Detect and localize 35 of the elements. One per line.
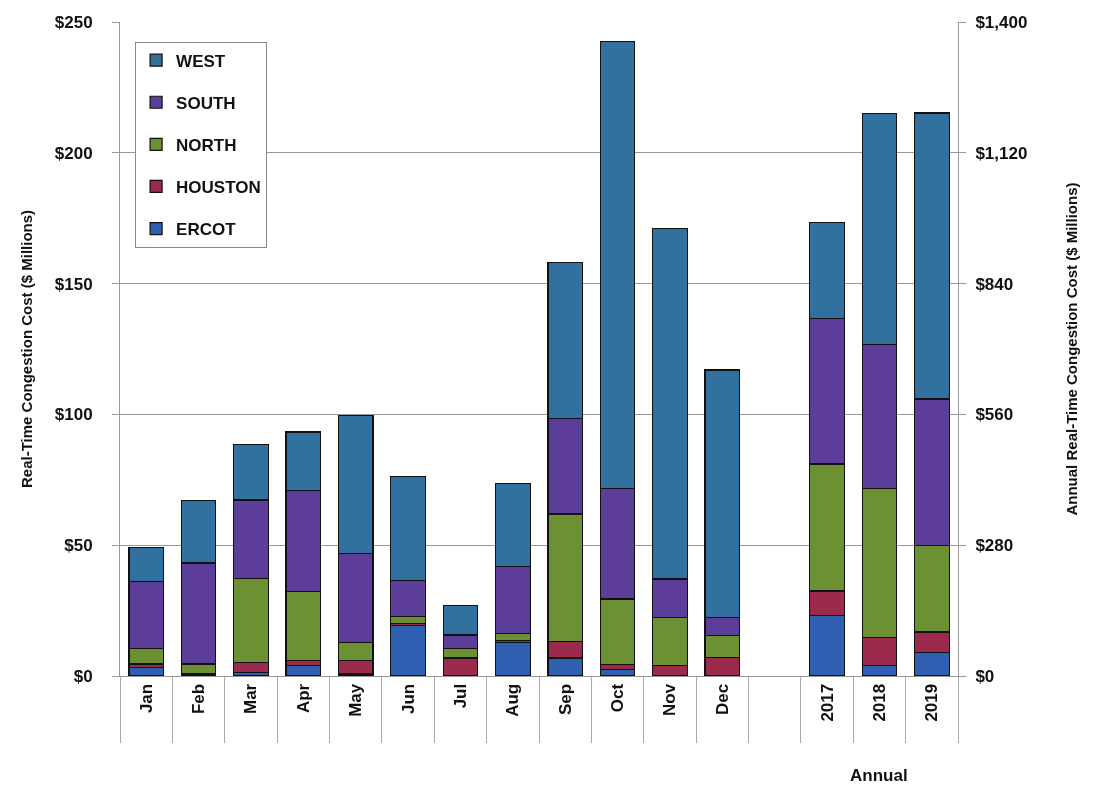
x-tick-label: May: [346, 683, 366, 717]
y-tick-label: $150: [54, 274, 93, 294]
legend-label: ERCOT: [176, 220, 237, 240]
legend-label: HOUSTON: [176, 178, 261, 198]
legend-label: NORTH: [176, 136, 237, 155]
y2-tick-label: $840: [975, 274, 1014, 294]
legend-label: WEST: [176, 51, 226, 71]
x-tick-label: Nov: [660, 683, 680, 716]
y2-tick-label: $560: [975, 405, 1014, 425]
y-tick-label: $50: [64, 536, 93, 556]
y2-tick-label: $0: [975, 666, 995, 686]
x-tick-label: 2019: [922, 683, 942, 722]
y-tick-label: $250: [54, 12, 93, 32]
y2-tick-label: $280: [975, 536, 1014, 556]
x-tick-label: Jun: [398, 683, 418, 715]
y2-axis-title: Annual Real-Time Congestion Cost ($ Millions): [1063, 182, 1081, 516]
y-tick-label: $0: [73, 666, 93, 686]
y2-tick-label: $1,400: [975, 12, 1028, 32]
x-tick-label: Feb: [189, 683, 209, 715]
y-tick-label: $200: [54, 143, 93, 163]
x-tick-label: 2017: [817, 683, 837, 722]
x-tick-label: Mar: [241, 683, 261, 715]
x-tick-label: Oct: [608, 683, 628, 713]
x-tick-label: Dec: [712, 683, 732, 715]
x-tick-label: 2018: [869, 683, 889, 722]
legend-label: SOUTH: [176, 93, 236, 113]
text: Annual: [850, 766, 908, 785]
x-tick-label: Jan: [136, 683, 156, 714]
y2-tick-label: $1,120: [975, 143, 1028, 163]
y-axis-title: Real-Time Congestion Cost ($ Millions): [18, 209, 36, 489]
x-tick-label: Sep: [555, 683, 575, 715]
x-tick-label: Apr: [293, 683, 313, 714]
y-tick-label: $100: [54, 405, 93, 425]
x-tick-label: Jul: [450, 683, 470, 709]
x-tick-label: Aug: [503, 683, 523, 717]
